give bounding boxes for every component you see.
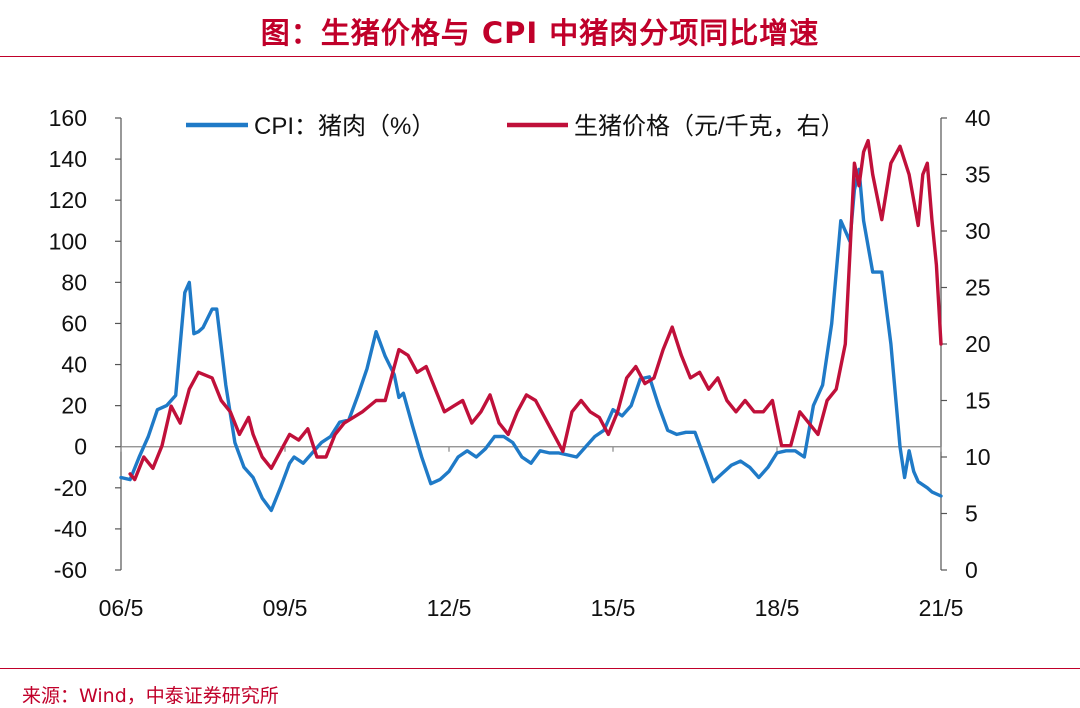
left-tick-label: 120 xyxy=(49,187,87,213)
legend-item-hog-price: 生猪价格（元/千克，右） xyxy=(507,113,845,140)
right-tick-label: 40 xyxy=(965,105,991,131)
legend-item-cpi-pork: CPI：猪肉（%） xyxy=(186,113,435,140)
x-tick-label: 09/5 xyxy=(263,595,308,621)
series-line-cpi-pork xyxy=(119,167,943,513)
legend-label: CPI：猪肉（%） xyxy=(254,113,435,140)
title-divider xyxy=(0,56,1080,57)
right-y-axis: 40 35 30 25 20 15 10 5 0 xyxy=(940,105,991,583)
right-tick-label: 15 xyxy=(965,388,991,414)
x-axis: 06/5 09/5 12/5 15/5 18/5 21/5 xyxy=(99,446,964,621)
right-tick-label: 5 xyxy=(965,501,978,527)
left-tick-label: 80 xyxy=(61,269,87,295)
right-tick-label: 30 xyxy=(965,218,991,244)
left-y-axis: 160 140 120 100 80 60 40 20 0 -20 -40 -60 xyxy=(49,105,122,583)
series-layer xyxy=(119,138,943,513)
left-tick-label: 140 xyxy=(49,146,87,172)
left-tick-label: 20 xyxy=(61,393,87,419)
left-tick-label: 160 xyxy=(49,105,87,131)
series-line-hog-price xyxy=(128,138,943,482)
x-tick-label: 18/5 xyxy=(755,595,800,621)
right-tick-label: 10 xyxy=(965,444,991,470)
left-tick-label: -60 xyxy=(54,557,87,583)
left-tick-label: 40 xyxy=(61,352,87,378)
left-tick-label: 60 xyxy=(61,310,87,336)
x-tick-label: 21/5 xyxy=(919,595,964,621)
x-tick-label: 12/5 xyxy=(427,595,472,621)
left-tick-label: 100 xyxy=(49,228,87,254)
x-tick-label: 15/5 xyxy=(591,595,636,621)
x-tick-label: 06/5 xyxy=(99,595,144,621)
right-tick-label: 20 xyxy=(965,331,991,357)
legend-label: 生猪价格（元/千克，右） xyxy=(574,113,845,140)
right-tick-label: 0 xyxy=(965,557,978,583)
footer-divider xyxy=(0,668,1080,669)
left-tick-label: -20 xyxy=(54,475,87,501)
chart-title: 图：生猪价格与 CPI 中猪肉分项同比增速 xyxy=(260,16,820,50)
right-tick-label: 25 xyxy=(965,275,991,301)
left-tick-label: -40 xyxy=(54,516,87,542)
left-tick-label: 0 xyxy=(74,434,87,460)
legend: CPI：猪肉（%） 生猪价格（元/千克，右） xyxy=(186,113,845,140)
right-tick-label: 35 xyxy=(965,162,991,188)
source-note: 来源：Wind，中泰证券研究所 xyxy=(22,685,279,707)
